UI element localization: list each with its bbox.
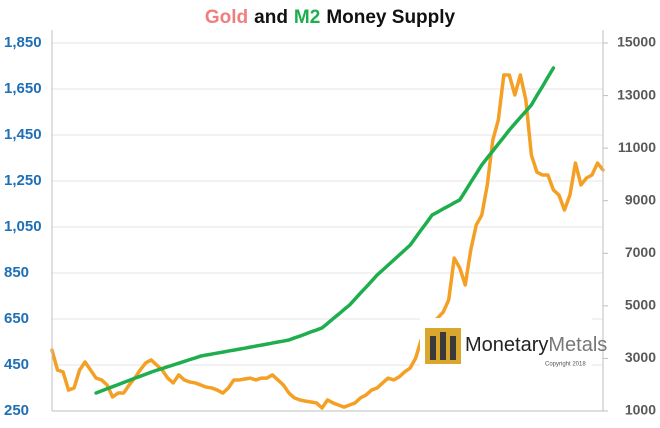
- title-part: Gold: [205, 7, 248, 28]
- y-tick-label: 1,650: [4, 80, 42, 97]
- y-tick-label: 250: [4, 402, 29, 419]
- y-tick-label: 1,050: [4, 218, 42, 235]
- y2-tick-label: 11000: [618, 139, 656, 155]
- y2-tick-label: 5000: [625, 297, 656, 313]
- watermark-name-a: Monetary: [465, 334, 548, 356]
- y-tick-label: 1,450: [4, 126, 42, 143]
- y2-tick-label: 15000: [617, 34, 656, 50]
- y2-tick-label: 9000: [625, 191, 656, 207]
- y-tick-label: 450: [4, 356, 29, 373]
- series-line: [50, 73, 605, 410]
- y2-tick-label: 1000: [625, 402, 656, 418]
- chart-title: Gold and M2 Money Supply: [205, 7, 456, 28]
- watermark: MonetaryMetals Copyright 2018: [420, 318, 607, 374]
- y2-tick-label: 13000: [617, 86, 656, 102]
- lines: [50, 66, 605, 410]
- watermark-name: MonetaryMetals: [465, 334, 607, 356]
- logo-bar: [450, 336, 456, 360]
- axes: 250 450 650 850 1,050 1,250 1,450 1,650 1,850 100…: [4, 30, 656, 419]
- title-part: M2: [294, 7, 320, 28]
- watermark-copyright: Copyright 2018: [545, 362, 586, 368]
- y2-tick-label: 7000: [625, 244, 656, 260]
- watermark-name-b: Metals: [548, 334, 607, 356]
- title-part: and: [254, 7, 288, 28]
- logo-bar: [440, 332, 446, 360]
- y-tick-label: 1,850: [4, 34, 42, 51]
- y-tick-label: 850: [4, 264, 29, 281]
- title-part: Money Supply: [326, 7, 455, 28]
- logo-bar: [430, 336, 436, 360]
- y2-tick-label: 3000: [625, 349, 656, 365]
- y-tick-label: 650: [4, 310, 29, 327]
- series-line: [94, 66, 556, 395]
- y-tick-label: 1,250: [4, 172, 42, 189]
